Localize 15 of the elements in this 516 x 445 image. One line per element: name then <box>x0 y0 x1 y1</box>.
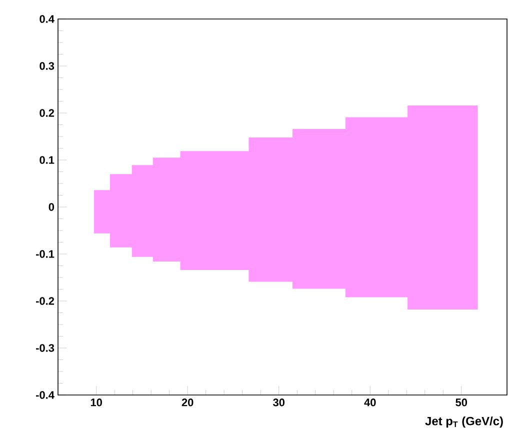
y-tick-label: -0.2 <box>36 297 54 305</box>
y-tick-label: 0.4 <box>40 15 54 23</box>
y-tick-label: -0.3 <box>36 344 54 352</box>
y-tick-label: 0.2 <box>40 109 54 117</box>
y-tick-label: -0.1 <box>36 250 54 258</box>
x-tick-label: 40 <box>364 398 376 406</box>
y-tick-label: 0.1 <box>40 156 54 164</box>
x-axis-title: Jet p$_{T}$ (GeV/c) <box>425 416 503 428</box>
y-tick-label: 0 <box>48 203 54 211</box>
y-tick-label: 0.3 <box>40 62 54 70</box>
x-tick-label: 20 <box>182 398 194 406</box>
x-tick-label: 10 <box>90 398 102 406</box>
x-tick-label: 30 <box>273 398 284 406</box>
y-tick-label: -0.4 <box>36 391 54 399</box>
x-tick-label: 50 <box>456 398 468 406</box>
